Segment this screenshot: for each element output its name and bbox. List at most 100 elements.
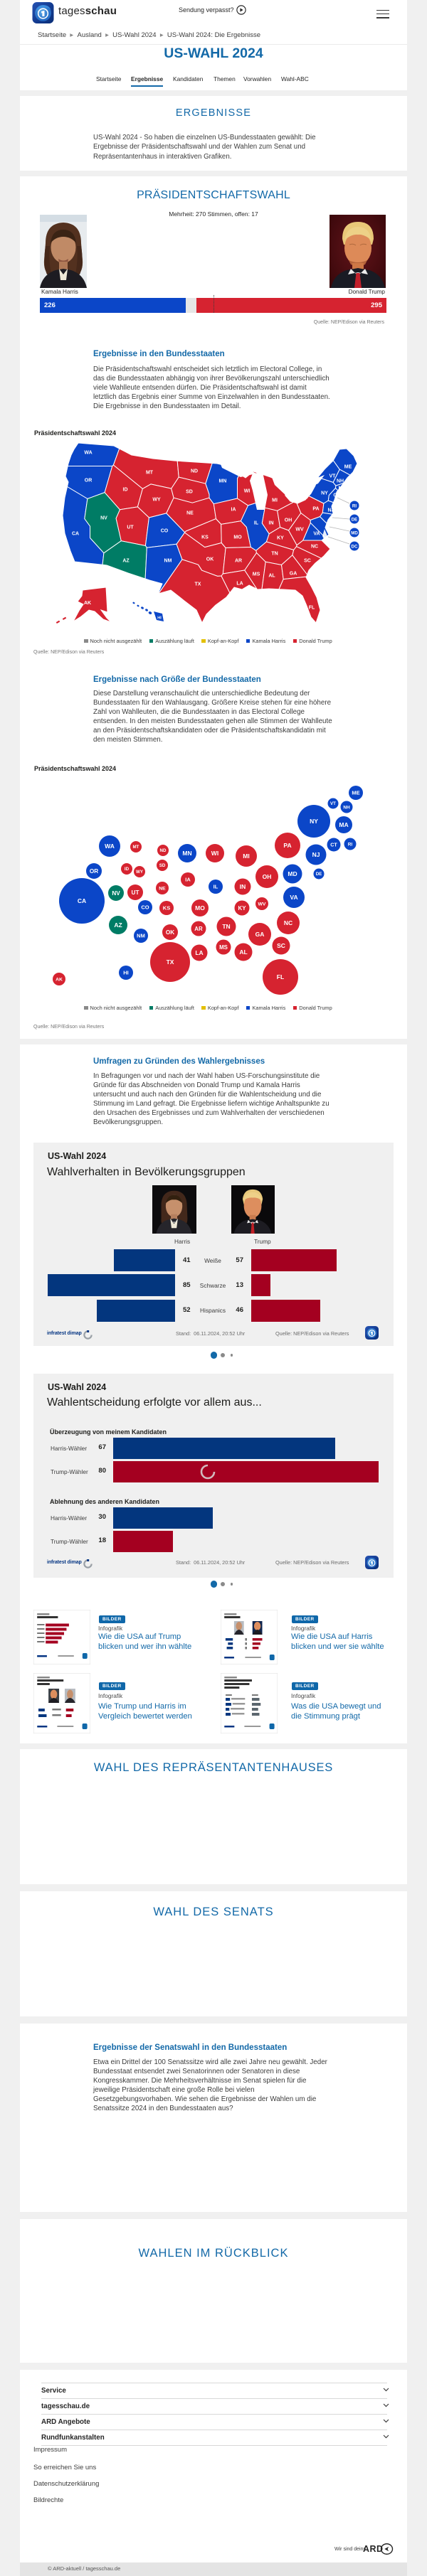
svg-text:KY: KY <box>277 536 284 541</box>
svg-text:MI: MI <box>243 853 249 860</box>
svg-text:VT: VT <box>330 801 336 806</box>
svg-text:WA: WA <box>84 451 92 456</box>
svg-text:AL: AL <box>239 948 247 956</box>
svg-text:ND: ND <box>191 469 198 474</box>
svg-text:OK: OK <box>166 929 174 936</box>
svg-text:SD: SD <box>159 863 166 868</box>
svg-text:DC: DC <box>352 544 358 549</box>
svg-text:CT: CT <box>333 493 340 498</box>
svg-text:MA: MA <box>339 486 347 491</box>
svg-text:AL: AL <box>268 574 275 579</box>
svg-text:ND: ND <box>160 848 167 853</box>
svg-text:MD: MD <box>351 530 358 535</box>
svg-text:HI: HI <box>123 970 129 976</box>
svg-text:MS: MS <box>219 944 228 951</box>
svg-text:LA: LA <box>195 949 203 956</box>
svg-text:WV: WV <box>295 528 304 533</box>
svg-text:CA: CA <box>72 532 79 537</box>
svg-text:CA: CA <box>78 897 86 904</box>
svg-text:VT: VT <box>330 474 337 479</box>
svg-text:NE: NE <box>159 886 166 891</box>
svg-text:KY: KY <box>238 905 247 912</box>
svg-text:SC: SC <box>277 942 285 949</box>
svg-text:DE: DE <box>316 872 322 877</box>
svg-text:IN: IN <box>240 883 246 890</box>
svg-text:NC: NC <box>311 545 318 550</box>
svg-text:ME: ME <box>352 790 359 796</box>
svg-text:MO: MO <box>233 535 242 540</box>
svg-text:UT: UT <box>127 525 134 530</box>
svg-text:OR: OR <box>85 479 93 483</box>
svg-text:NJ: NJ <box>312 851 320 858</box>
svg-text:WY: WY <box>136 870 144 875</box>
svg-text:UT: UT <box>132 889 139 896</box>
svg-text:IN: IN <box>269 521 274 526</box>
svg-text:AR: AR <box>194 926 203 932</box>
svg-text:MT: MT <box>133 845 139 850</box>
svg-text:PA: PA <box>283 842 291 849</box>
svg-text:ID: ID <box>125 867 130 872</box>
svg-text:IA: IA <box>185 877 191 883</box>
svg-text:KS: KS <box>163 905 170 912</box>
svg-text:MS: MS <box>253 572 260 577</box>
svg-text:LA: LA <box>236 582 243 587</box>
svg-text:WI: WI <box>244 489 251 494</box>
svg-text:WY: WY <box>152 498 161 503</box>
svg-text:NV: NV <box>100 516 107 521</box>
svg-text:IA: IA <box>231 508 236 513</box>
svg-text:OR: OR <box>90 868 98 875</box>
svg-text:NY: NY <box>310 818 318 825</box>
svg-text:VA: VA <box>313 532 320 537</box>
svg-text:OK: OK <box>206 557 214 562</box>
svg-text:IL: IL <box>254 521 259 526</box>
svg-text:MA: MA <box>339 821 348 828</box>
svg-text:IL: IL <box>214 884 218 890</box>
svg-text:RI: RI <box>348 842 353 847</box>
svg-text:AR: AR <box>235 559 242 564</box>
svg-text:SD: SD <box>186 490 193 495</box>
svg-text:PA: PA <box>312 507 319 512</box>
svg-text:AK: AK <box>56 977 63 982</box>
svg-text:AZ: AZ <box>122 559 130 564</box>
svg-text:MT: MT <box>146 471 154 476</box>
svg-text:NY: NY <box>321 491 328 496</box>
svg-text:MN: MN <box>219 479 227 484</box>
svg-text:NH: NH <box>343 805 350 810</box>
svg-text:FL: FL <box>309 606 315 611</box>
svg-text:TX: TX <box>195 582 201 587</box>
svg-text:CT: CT <box>330 843 337 848</box>
svg-text:ID: ID <box>123 488 128 493</box>
svg-text:MO: MO <box>195 904 205 912</box>
svg-text:GA: GA <box>255 931 265 938</box>
svg-text:FL: FL <box>277 973 284 980</box>
svg-text:AK: AK <box>84 601 91 606</box>
svg-text:NJ: NJ <box>328 508 334 513</box>
svg-text:MD: MD <box>288 870 297 877</box>
svg-text:VA: VA <box>290 894 297 901</box>
svg-text:TN: TN <box>222 923 230 930</box>
svg-text:WV: WV <box>258 902 266 907</box>
svg-text:GA: GA <box>290 572 297 577</box>
svg-text:MI: MI <box>272 498 278 503</box>
svg-text:MN: MN <box>182 850 191 857</box>
svg-text:RI: RI <box>352 503 357 508</box>
svg-text:NC: NC <box>284 919 292 926</box>
svg-text:SC: SC <box>304 559 311 564</box>
svg-text:NH: NH <box>337 479 344 484</box>
svg-text:NV: NV <box>112 890 120 897</box>
svg-text:TX: TX <box>167 958 174 966</box>
svg-text:WA: WA <box>105 843 115 850</box>
svg-text:HI: HI <box>157 616 162 621</box>
svg-text:OH: OH <box>263 873 272 880</box>
svg-text:WI: WI <box>211 850 218 857</box>
svg-text:DE: DE <box>352 517 358 522</box>
svg-text:AZ: AZ <box>114 921 122 929</box>
svg-text:NM: NM <box>137 933 145 939</box>
svg-text:OH: OH <box>285 518 292 523</box>
svg-text:NM: NM <box>164 559 172 564</box>
svg-text:CO: CO <box>161 529 169 534</box>
svg-text:KS: KS <box>201 535 209 540</box>
svg-text:NE: NE <box>186 511 194 516</box>
svg-text:CO: CO <box>141 904 149 911</box>
svg-text:TN: TN <box>271 552 278 557</box>
